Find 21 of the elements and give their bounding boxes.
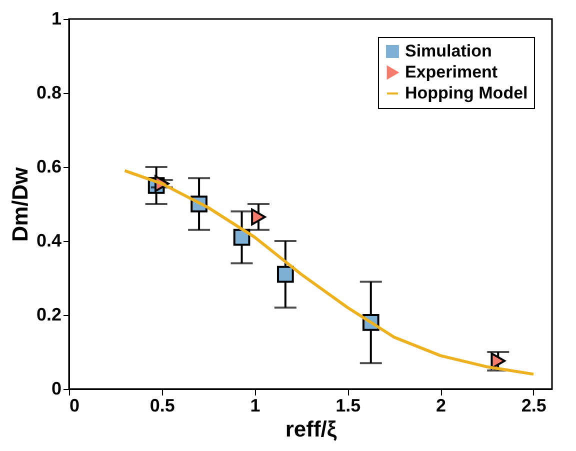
y-tick-label: 0 [51,378,62,398]
point [277,266,294,283]
x-tick-label: 1 [250,396,260,416]
x-tick-label: 2 [436,396,446,416]
legend-label: Experiment [405,62,498,82]
y-tick-label: 0.2 [36,304,62,324]
x-axis-title: reff/ξ [285,416,337,442]
y-tick-label: 0.4 [36,230,62,250]
line-series [123,169,535,376]
legend-label: Hopping Model [405,84,528,102]
x-tick-label: 0 [70,396,80,416]
y-tick-label: 0.6 [36,156,62,176]
point [251,208,266,226]
x-tick-label: 1.5 [336,396,361,416]
y-axis-title: Dm/Dw [7,166,32,242]
x-tick-label: 0.5 [150,396,175,416]
x-tick-label: 2.5 [521,396,546,416]
legend-label: Simulation [405,42,492,60]
y-tick-label: 0.8 [36,82,62,102]
y-tick-label: 1 [51,8,62,28]
point [490,352,506,370]
